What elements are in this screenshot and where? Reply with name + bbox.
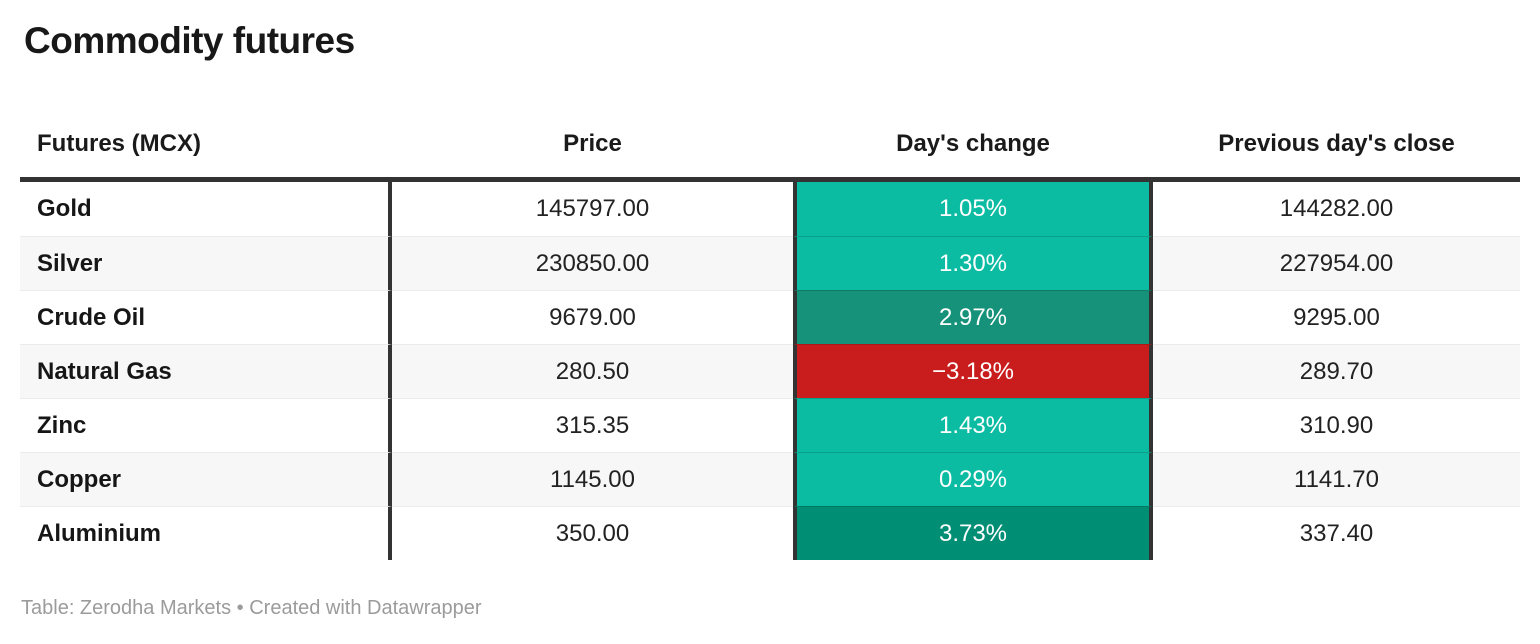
days-change-cell: 3.73% xyxy=(793,506,1153,560)
days-change-cell: 2.97% xyxy=(793,290,1153,344)
prev-close-cell: 310.90 xyxy=(1153,398,1520,452)
prev-close-cell: 289.70 xyxy=(1153,344,1520,398)
table-row-copper: Copper 1145.00 0.29% 1141.70 xyxy=(20,452,1520,506)
table-row-aluminium: Aluminium 350.00 3.73% 337.40 xyxy=(20,506,1520,560)
days-change-cell: 1.30% xyxy=(793,236,1153,290)
days-change-cell: 0.29% xyxy=(793,452,1153,506)
table-row-gold: Gold 145797.00 1.05% 144282.00 xyxy=(20,182,1520,236)
commodity-futures-table: Futures (MCX) Price Day's change Previou… xyxy=(20,110,1520,560)
table-row-silver: Silver 230850.00 1.30% 227954.00 xyxy=(20,236,1520,290)
price-cell: 315.35 xyxy=(392,398,793,452)
prev-close-cell: 337.40 xyxy=(1153,506,1520,560)
table-row-zinc: Zinc 315.35 1.43% 310.90 xyxy=(20,398,1520,452)
table-footer-attribution: Table: Zerodha Markets • Created with Da… xyxy=(21,597,482,619)
table-header-row: Futures (MCX) Price Day's change Previou… xyxy=(20,110,1520,182)
price-cell: 280.50 xyxy=(392,344,793,398)
column-header-price: Price xyxy=(563,129,622,157)
price-cell: 350.00 xyxy=(392,506,793,560)
futures-name-cell: Zinc xyxy=(20,398,392,452)
price-cell: 230850.00 xyxy=(392,236,793,290)
price-cell: 1145.00 xyxy=(392,452,793,506)
futures-name-cell: Crude Oil xyxy=(20,290,392,344)
column-header-change: Day's change xyxy=(896,129,1050,157)
futures-name-cell: Silver xyxy=(20,236,392,290)
futures-name-cell: Natural Gas xyxy=(20,344,392,398)
table-row-crude-oil: Crude Oil 9679.00 2.97% 9295.00 xyxy=(20,290,1520,344)
days-change-cell: 1.05% xyxy=(793,182,1153,236)
price-cell: 9679.00 xyxy=(392,290,793,344)
price-cell: 145797.00 xyxy=(535,195,650,222)
futures-name-cell: Aluminium xyxy=(20,506,392,560)
table-row-natural-gas: Natural Gas 280.50 −3.18% 289.70 xyxy=(20,344,1520,398)
futures-name-cell: Gold xyxy=(20,182,392,236)
prev-close-cell: 1141.70 xyxy=(1153,452,1520,506)
prev-close-cell: 9295.00 xyxy=(1153,290,1520,344)
days-change-cell: −3.18% xyxy=(793,344,1153,398)
prev-close-cell: 144282.00 xyxy=(1279,195,1394,222)
column-header-futures: Futures (MCX) xyxy=(37,129,201,157)
column-header-prev-close: Previous day's close xyxy=(1218,129,1455,157)
page-title: Commodity futures xyxy=(24,20,355,61)
prev-close-cell: 227954.00 xyxy=(1153,236,1520,290)
days-change-cell: 1.43% xyxy=(793,398,1153,452)
futures-name-cell: Copper xyxy=(20,452,392,506)
